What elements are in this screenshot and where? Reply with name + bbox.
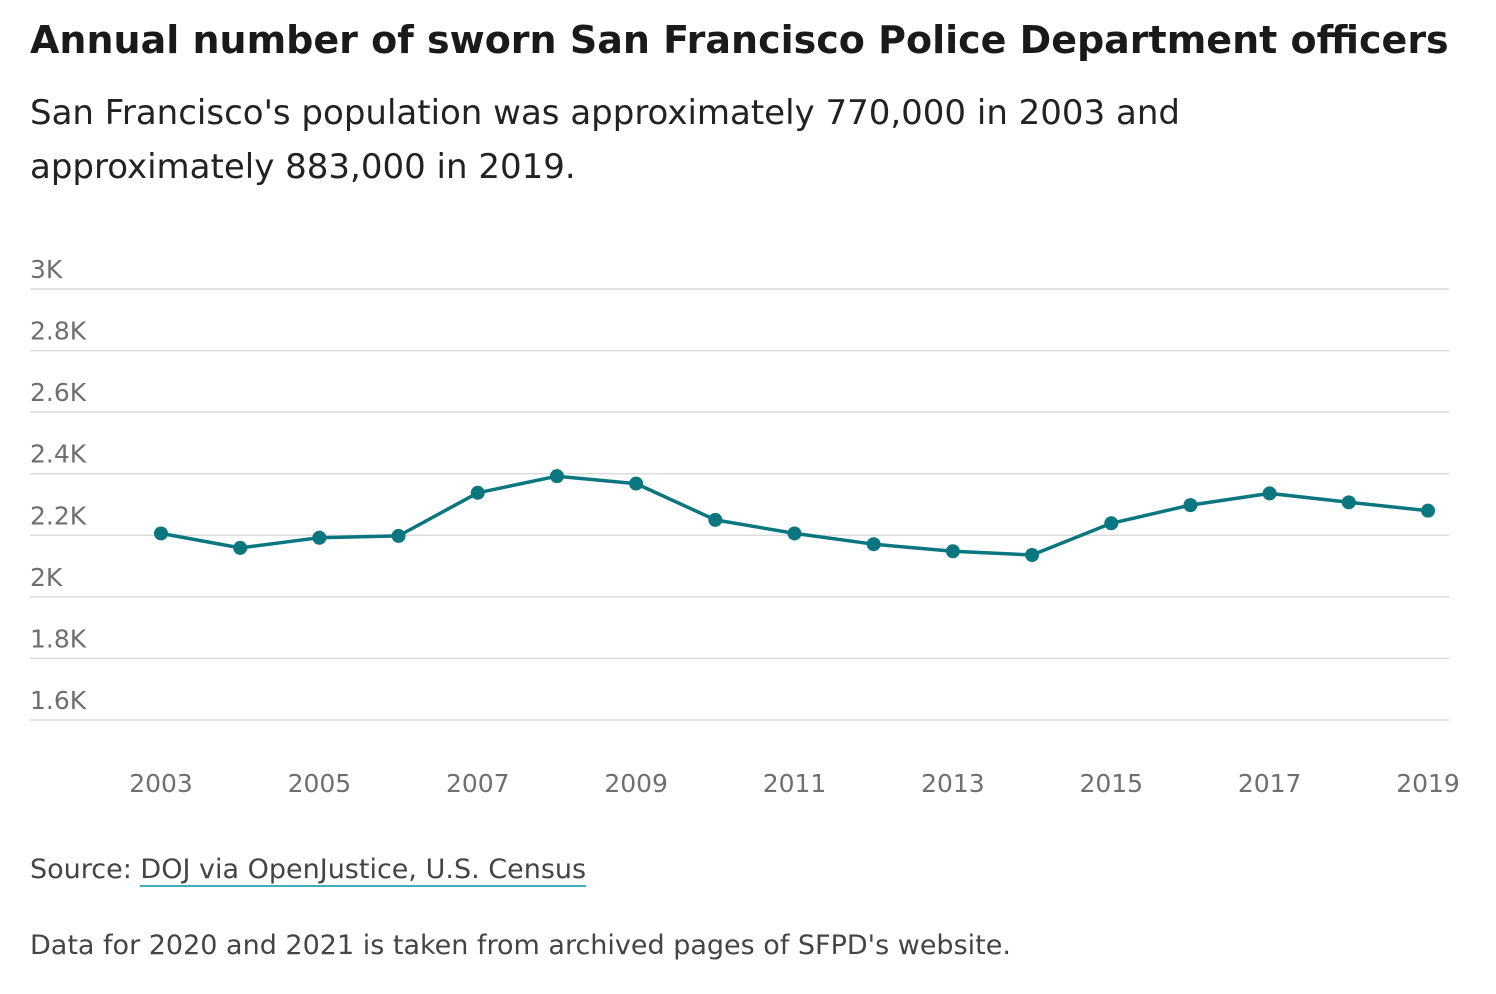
source-line: Source: DOJ via OpenJustice, U.S. Census: [30, 850, 587, 890]
data-point-2014[interactable]: [1025, 547, 1040, 562]
data-point-2004[interactable]: [233, 540, 248, 555]
x-tick-label: 2017: [1238, 769, 1302, 798]
x-tick-label: 2003: [129, 769, 193, 798]
source-link-us-census[interactable]: U.S. Census: [417, 854, 587, 887]
data-point-2005[interactable]: [312, 530, 327, 545]
y-axis-tick-labels: 1.6K 1.8K 2K 2.2K 2.4K 2.6K 2.8K 3K: [30, 255, 87, 715]
y-tick-label: 2.6K: [30, 378, 87, 407]
data-point-2003[interactable]: [154, 526, 168, 541]
source-separator[interactable]: ,: [408, 854, 418, 887]
gridlines: [30, 288, 1449, 721]
y-tick-label: 2.8K: [30, 317, 87, 346]
source-prefix: Source:: [30, 854, 141, 885]
x-tick-label: 2011: [763, 769, 827, 798]
data-point-2010[interactable]: [708, 512, 723, 527]
series-line: [160, 474, 1429, 557]
data-point-2011[interactable]: [787, 526, 802, 541]
data-point-2012[interactable]: [866, 537, 881, 552]
data-point-2008[interactable]: [549, 469, 564, 484]
y-tick-label: 1.8K: [30, 624, 87, 653]
y-tick-label: 3K: [30, 255, 63, 284]
data-point-2013[interactable]: [945, 544, 960, 559]
y-tick-label: 2.2K: [30, 501, 87, 530]
x-tick-label: 2019: [1396, 769, 1460, 798]
source-link-doj-openjustice[interactable]: DOJ via OpenJustice: [140, 854, 409, 887]
chart-subtitle: San Francisco's population was approxima…: [30, 93, 1180, 187]
data-point-2016[interactable]: [1183, 498, 1198, 513]
x-tick-label: 2007: [446, 769, 510, 798]
data-point-2006[interactable]: [391, 528, 406, 543]
data-note: Data for 2020 and 2021 is taken from arc…: [30, 930, 1011, 961]
data-point-2018[interactable]: [1341, 495, 1356, 510]
data-point-2007[interactable]: [470, 485, 485, 500]
chart-title: Annual number of sworn San Francisco Pol…: [30, 18, 1449, 62]
y-tick-label: 2K: [30, 563, 63, 592]
x-axis-tick-labels: 2003 2005 2007 2009 2011 2013 2015 2017 2019: [129, 769, 1460, 798]
data-point-2017[interactable]: [1262, 486, 1277, 501]
data-point-2019[interactable]: [1421, 503, 1435, 518]
series-officers: [154, 469, 1435, 562]
y-tick-label: 1.6K: [30, 686, 87, 715]
x-tick-label: 2013: [921, 769, 985, 798]
x-tick-label: 2005: [288, 769, 352, 798]
x-tick-label: 2015: [1079, 769, 1143, 798]
data-point-2009[interactable]: [629, 476, 644, 491]
data-point-2015[interactable]: [1104, 516, 1119, 531]
x-tick-label: 2009: [604, 769, 668, 798]
y-tick-label: 2.4K: [30, 440, 87, 469]
